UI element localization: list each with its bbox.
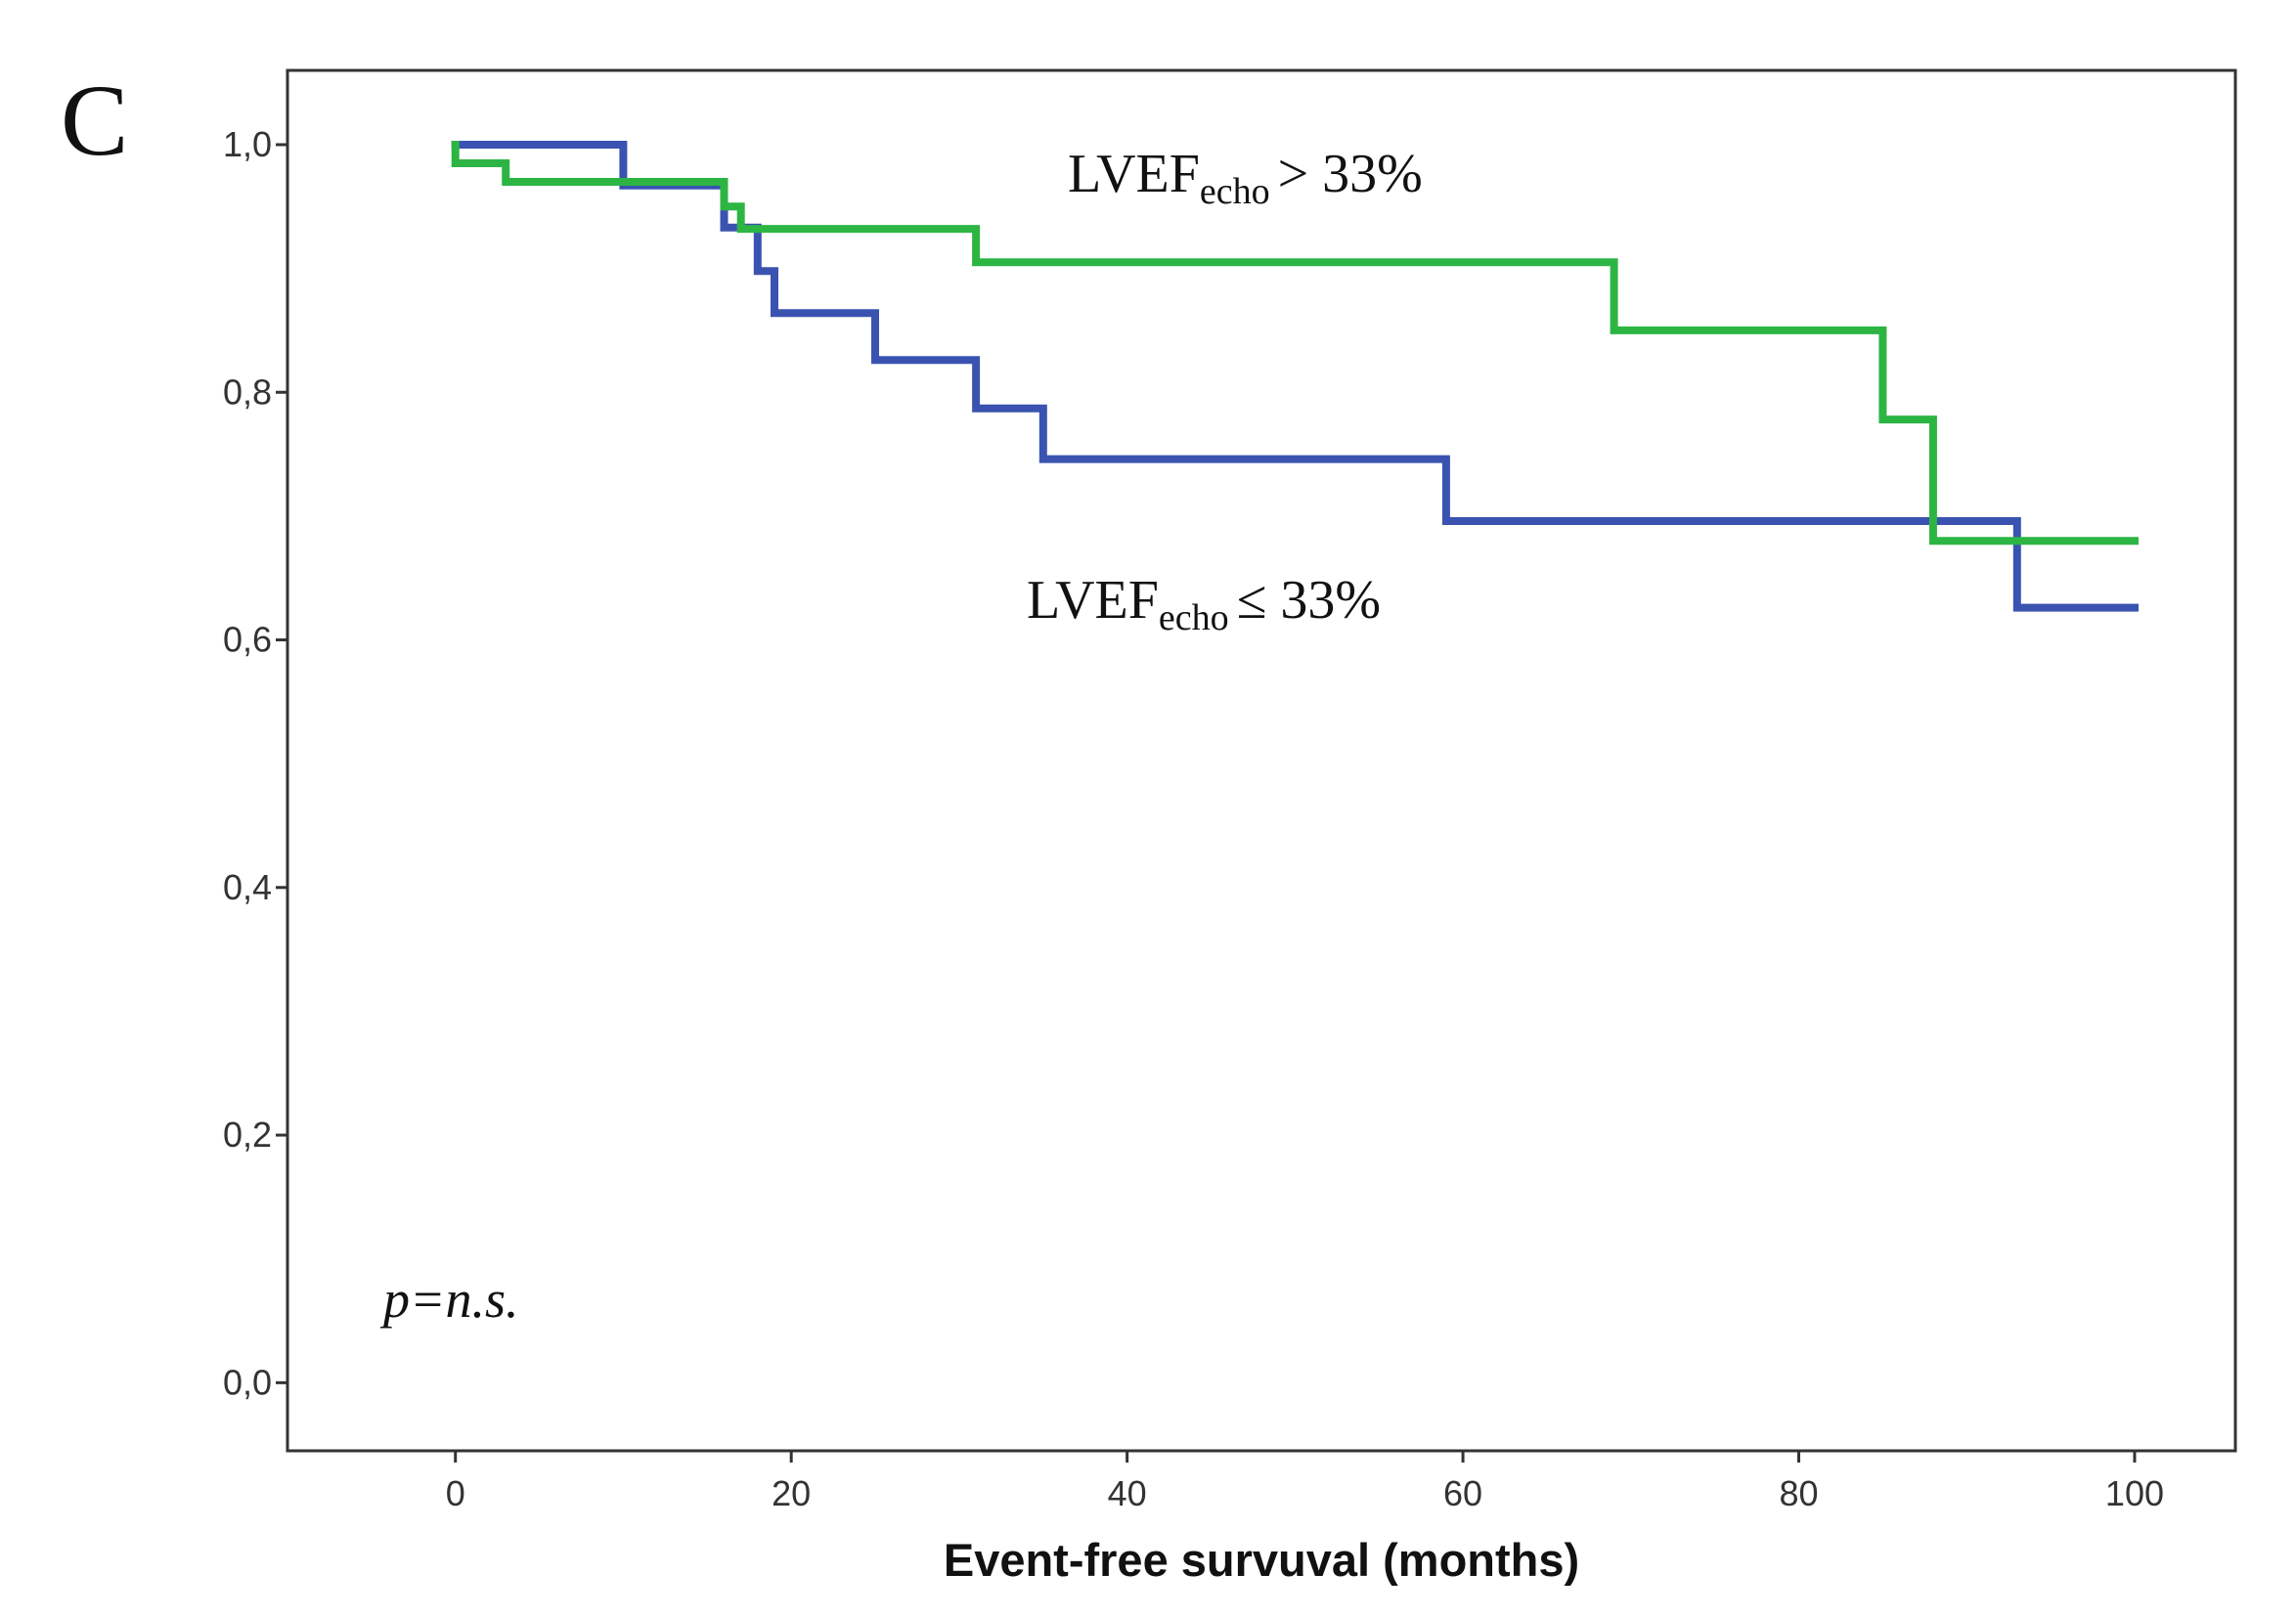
x-tick-label: 20 xyxy=(772,1473,811,1513)
x-tick-label: 80 xyxy=(1779,1473,1818,1513)
series-line xyxy=(451,141,2139,546)
panel-letter: C xyxy=(61,65,128,177)
y-tick-label: 0,0 xyxy=(223,1362,272,1402)
y-tick-label: 0,6 xyxy=(223,620,272,660)
y-tick-label: 1,0 xyxy=(223,124,272,164)
plot-frame xyxy=(286,68,2237,1453)
x-tick-label: 0 xyxy=(446,1473,465,1513)
x-axis-title: Event-free survuval (months) xyxy=(944,1534,1579,1586)
x-axis: 0 20 40 60 80 100 xyxy=(446,1451,2164,1513)
x-tick-label: 60 xyxy=(1443,1473,1482,1513)
p-value-annotation: p=n.s. xyxy=(379,1270,518,1329)
y-tick-label: 0,8 xyxy=(223,371,272,412)
x-tick-label: 40 xyxy=(1108,1473,1147,1513)
x-tick-label: 100 xyxy=(2105,1473,2164,1513)
y-tick-label: 0,4 xyxy=(223,867,272,907)
y-tick-label: 0,2 xyxy=(223,1114,272,1155)
y-axis: 0,0 0,2 0,4 0,6 0,8 1,0 xyxy=(223,124,287,1402)
series-label-green: LVEFecho > 33% xyxy=(1068,144,1423,212)
series-label-blue: LVEFecho ≤ 33% xyxy=(1027,570,1381,638)
series-layer xyxy=(451,141,2139,612)
